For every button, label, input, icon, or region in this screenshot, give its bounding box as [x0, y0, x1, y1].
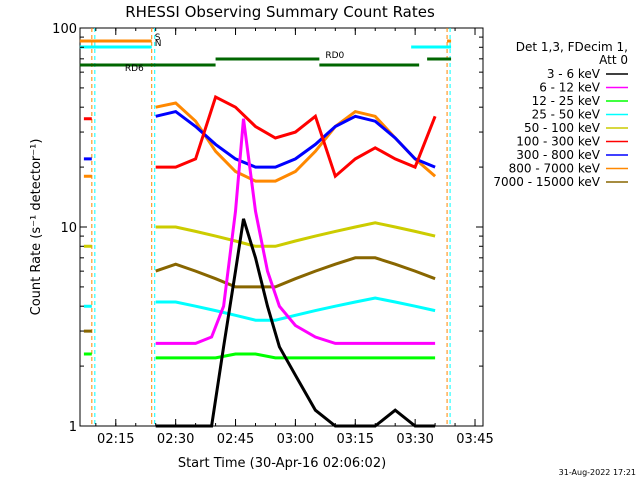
x-tick-label-1: 02:30 [157, 432, 194, 447]
legend-entry-label-3: 25 - 50 keV [532, 108, 601, 122]
legend-entry-label-1: 6 - 12 keV [539, 81, 601, 95]
y-axis-label: Count Rate (s⁻¹ detector⁻¹) [29, 139, 44, 316]
y-tick-label-1: 10 [60, 221, 77, 236]
legend-entry-label-2: 12 - 25 keV [532, 94, 601, 108]
legend-entry-label-6: 300 - 800 keV [516, 148, 600, 162]
axis-ticks: 02:15 02:30 02:45 03:00 03:15 03:30 03:45 1 10 10… [52, 22, 494, 447]
legend-header-line1: Det 1,3, FDecim 1, [516, 40, 628, 54]
series-line-7 [83, 101, 437, 183]
status-flags: SN RD0 RD6 [79, 33, 452, 74]
flag-label-n: N [155, 39, 162, 49]
x-tick-label-6: 03:45 [456, 432, 493, 447]
x-tick-label-2: 02:45 [217, 432, 254, 447]
series-line-6 [83, 109, 436, 169]
series-layer [83, 94, 437, 428]
series-line-3 [83, 296, 436, 322]
series-line-2 [83, 352, 436, 360]
flag-label-rd0: RD0 [325, 51, 344, 61]
legend-entry-label-7: 800 - 7000 keV [509, 162, 601, 176]
x-tick-label-3: 03:00 [277, 432, 314, 447]
series-line-8 [83, 256, 436, 333]
legend-entry-label-8: 7000 - 15000 keV [493, 175, 600, 189]
series-line-1 [155, 118, 436, 345]
legend-header-line2: Att 0 [599, 53, 628, 67]
chart-title: RHESSI Observing Summary Count Rates [125, 3, 435, 21]
data-gap-markers [91, 28, 451, 426]
x-tick-label-4: 03:15 [337, 432, 374, 447]
series-line-4 [83, 221, 436, 248]
y-tick-label-0: 1 [69, 420, 77, 435]
legend-entry-label-5: 100 - 300 keV [516, 135, 600, 149]
series-line-0 [155, 218, 436, 428]
x-axis-label: Start Time (30-Apr-16 02:06:02) [178, 456, 386, 471]
x-tick-label-5: 03:30 [396, 432, 433, 447]
flag-label-s: S [155, 33, 161, 43]
footer-date: 31-Aug-2022 17:21 [559, 468, 636, 477]
legend-entry-label-0: 3 - 6 keV [547, 67, 601, 81]
x-tick-label-0: 02:15 [97, 432, 134, 447]
series-line-5 [83, 94, 437, 179]
flag-label-rd6: RD6 [125, 64, 144, 74]
plot-area [79, 27, 484, 427]
legend-entry-label-4: 50 - 100 keV [524, 121, 601, 135]
y-tick-label-2: 100 [52, 22, 77, 37]
